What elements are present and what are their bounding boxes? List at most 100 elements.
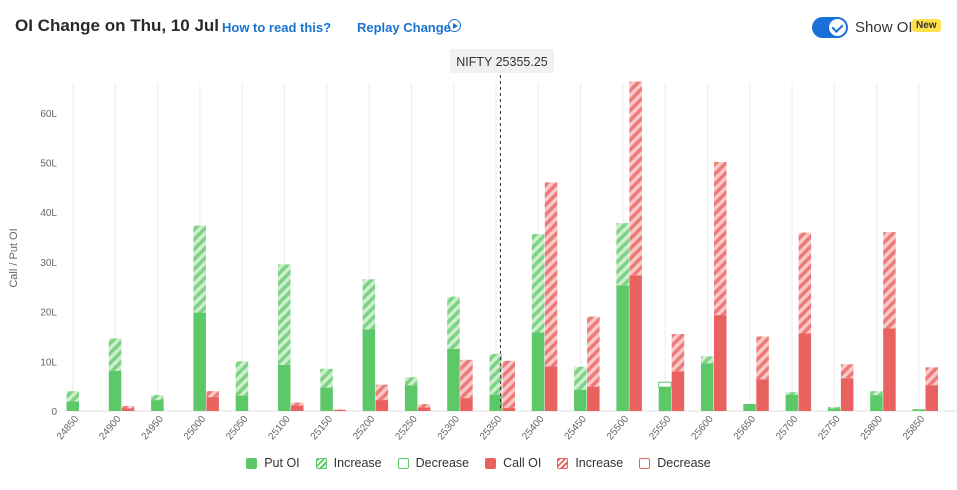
call-oi-bar[interactable] xyxy=(629,275,642,411)
put-oi-bar[interactable] xyxy=(658,387,672,411)
put-oi-bar[interactable] xyxy=(404,385,418,411)
put-oi-bar[interactable] xyxy=(785,394,799,411)
legend-call-oi[interactable]: Call OI xyxy=(485,456,541,470)
call-increase-bar[interactable] xyxy=(375,384,389,401)
put-oi-bar[interactable] xyxy=(489,394,503,411)
call-oi-bar[interactable] xyxy=(333,410,346,411)
how-to-read-link[interactable]: How to read this? xyxy=(222,20,332,35)
call-increase-bar[interactable] xyxy=(756,336,769,380)
put-increase-bar[interactable] xyxy=(235,361,249,396)
put-increase-bar[interactable] xyxy=(574,366,587,390)
legend-put-increase[interactable]: Increase xyxy=(315,456,382,470)
put-decrease-bar[interactable] xyxy=(658,381,672,388)
call-oi-bar[interactable] xyxy=(840,378,854,411)
spot-label-box xyxy=(450,49,554,73)
replay-change-link[interactable]: Replay Change xyxy=(357,20,451,35)
put-increase-bar[interactable] xyxy=(827,407,841,409)
show-oi-toggle[interactable] xyxy=(812,17,848,38)
put-increase-bar[interactable] xyxy=(489,353,503,395)
call-oi-bar[interactable] xyxy=(671,371,685,411)
call-oi-bar[interactable] xyxy=(714,315,727,411)
call-increase-bar[interactable] xyxy=(417,404,431,408)
call-oi-bar[interactable] xyxy=(925,385,939,411)
put-oi-bar[interactable] xyxy=(278,364,291,411)
put-oi-bar[interactable] xyxy=(870,395,883,411)
put-oi-bar[interactable] xyxy=(912,409,926,411)
put-oi-bar[interactable] xyxy=(447,348,460,411)
put-oi-bar[interactable] xyxy=(362,329,376,411)
call-oi-bar[interactable] xyxy=(502,408,516,411)
put-increase-bar[interactable] xyxy=(362,279,376,330)
legend-put-oi-label: Put OI xyxy=(264,456,300,470)
call-oi-bar[interactable] xyxy=(291,405,304,411)
call-increase-bar[interactable] xyxy=(840,364,854,379)
legend-put-decrease[interactable]: Decrease xyxy=(397,456,469,470)
call-increase-bar[interactable] xyxy=(629,81,642,276)
legend-call-decrease[interactable]: Decrease xyxy=(639,456,711,470)
put-oi-bar[interactable] xyxy=(701,363,714,411)
put-oi-bar[interactable] xyxy=(574,389,587,411)
put-increase-bar[interactable] xyxy=(785,392,799,395)
call-increase-bar[interactable] xyxy=(714,162,727,316)
put-oi-bar[interactable] xyxy=(235,395,249,411)
put-oi-bar[interactable] xyxy=(743,404,756,411)
call-oi-bar[interactable] xyxy=(587,386,600,411)
call-oi-bar[interactable] xyxy=(883,328,896,411)
put-oi-bar[interactable] xyxy=(320,387,333,411)
call-increase-bar[interactable] xyxy=(883,232,896,329)
call-increase-bar[interactable] xyxy=(206,391,219,398)
put-increase-bar[interactable] xyxy=(108,338,122,371)
page-title: OI Change on Thu, 10 Jul xyxy=(15,16,220,35)
y-tick-label: 10L xyxy=(40,357,57,368)
put-oi-bar[interactable] xyxy=(151,400,164,411)
call-increase-bar[interactable] xyxy=(291,402,304,406)
call-increase-bar[interactable] xyxy=(671,333,685,372)
y-tick-label: 40L xyxy=(40,208,57,219)
call-oi-bar[interactable] xyxy=(121,408,135,411)
call-increase-bar[interactable] xyxy=(587,316,600,387)
put-oi-bar[interactable] xyxy=(616,285,629,411)
put-increase-bar[interactable] xyxy=(531,234,545,333)
put-increase-bar[interactable] xyxy=(66,391,80,402)
call-oi-bar[interactable] xyxy=(375,400,389,411)
call-increase-bar[interactable] xyxy=(460,359,473,399)
x-tick-label: 25850 xyxy=(901,414,928,443)
legend-call-increase[interactable]: Increase xyxy=(557,456,623,470)
put-oi-bar[interactable] xyxy=(827,408,841,411)
put-increase-bar[interactable] xyxy=(278,264,291,365)
legend-put-oi[interactable]: Put OI xyxy=(246,456,300,470)
put-oi-bar[interactable] xyxy=(108,370,122,411)
x-tick-label: 25550 xyxy=(647,414,674,443)
put-increase-bar[interactable] xyxy=(616,223,629,286)
put-increase-bar[interactable] xyxy=(320,368,333,388)
call-oi-bar[interactable] xyxy=(460,398,473,411)
toggle-knob xyxy=(829,19,846,36)
put-increase-bar[interactable] xyxy=(912,409,926,410)
new-badge: New xyxy=(912,19,941,32)
put-increase-bar[interactable] xyxy=(447,296,460,349)
call-oi-bar[interactable] xyxy=(206,397,219,411)
call-increase-bar[interactable] xyxy=(502,360,516,409)
call-increase-bar[interactable] xyxy=(544,182,558,367)
call-oi-bar[interactable] xyxy=(544,366,558,411)
oi-chart: NIFTY 25355.25 0 10L 20L 30L 40L 50L 60L 24850… xyxy=(8,49,957,443)
call-oi-bar[interactable] xyxy=(798,333,812,411)
x-tick-label: 25200 xyxy=(351,414,378,443)
put-oi-bar[interactable] xyxy=(66,401,80,411)
put-oi-bar[interactable] xyxy=(193,312,206,411)
put-increase-bar[interactable] xyxy=(701,356,714,364)
legend-put-increase-label: Increase xyxy=(333,456,382,470)
call-increase-bar[interactable] xyxy=(798,232,812,334)
call-increase-bar[interactable] xyxy=(121,406,135,409)
x-tick-label: 24850 xyxy=(55,414,82,443)
put-increase-bar[interactable] xyxy=(151,395,164,401)
call-increase-bar[interactable] xyxy=(925,367,939,386)
play-icon[interactable] xyxy=(448,19,461,32)
call-increase-bar[interactable] xyxy=(333,409,346,411)
put-oi-bar[interactable] xyxy=(531,332,545,411)
call-oi-bar[interactable] xyxy=(756,379,769,411)
put-increase-bar[interactable] xyxy=(404,377,418,386)
put-increase-bar[interactable] xyxy=(870,391,883,396)
put-increase-bar[interactable] xyxy=(193,225,206,313)
call-oi-bar[interactable] xyxy=(417,407,431,411)
